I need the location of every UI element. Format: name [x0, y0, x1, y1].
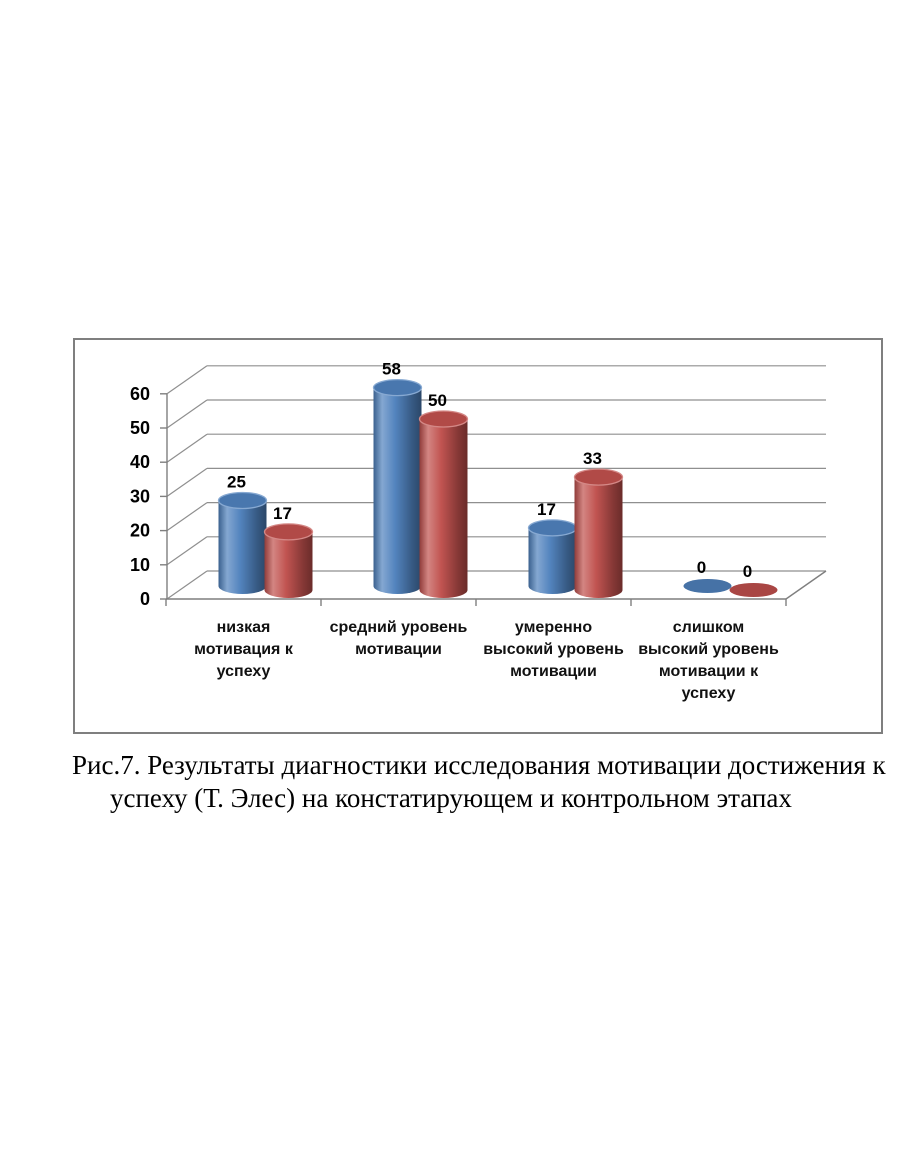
bar-top-series2-cat1: [263, 523, 314, 541]
gridline-diagonal: [166, 399, 208, 429]
data-label: 25: [227, 473, 246, 492]
y-axis-tick-label: 50: [130, 418, 150, 438]
data-label: 17: [273, 504, 292, 523]
data-label: 0: [743, 562, 752, 581]
bar-top-series2-cat2: [418, 410, 469, 428]
bar-top-series1-cat2: [372, 378, 423, 397]
figure-caption-line-2: успеху (Т. Элес) на констатирующем и кон…: [110, 783, 792, 813]
data-label: 33: [583, 449, 602, 468]
chart-figure-frame: 0 10 20 30 40 50 60 25 17 58 50 17 33 0 0 низкая мотив…: [73, 338, 883, 734]
gridline-diagonal: [166, 365, 208, 395]
category-label-2: средний уровень мотивации: [329, 619, 468, 658]
bar-series1-cat2: [373, 387, 422, 594]
figure-caption-line-1: Рис.7. Результаты диагностики исследован…: [72, 750, 886, 780]
y-axis-tick-label: 20: [130, 521, 150, 541]
bar-top-series1-cat3: [527, 519, 578, 537]
gridline-diagonal: [166, 502, 208, 532]
y-axis-tick-label: 10: [130, 555, 150, 575]
gridline-diagonal: [166, 536, 208, 566]
data-label: 50: [428, 391, 447, 410]
floor-right-edge: [785, 570, 827, 600]
figure-caption: Рис.7. Результаты диагностики исследован…: [0, 749, 910, 815]
bar-top-series2-cat3: [573, 468, 624, 486]
y-axis-tick-label: 60: [130, 384, 150, 404]
category-label-4: слишком высокий уровень мотивации к успе…: [638, 619, 779, 702]
category-label-3: умеренно высокий уровень мотивации: [483, 619, 624, 680]
chart-canvas: 0 10 20 30 40 50 60 25 17 58 50 17 33 0 0: [130, 360, 827, 609]
bar-series2-cat1: [264, 531, 313, 598]
y-axis-tick-label: 30: [130, 486, 150, 506]
bar-series2-cat2: [419, 419, 468, 598]
category-label-1: низкая мотивация к успеху: [194, 619, 293, 680]
bar-series1-cat3: [528, 527, 577, 594]
data-label: 58: [382, 360, 401, 379]
y-axis-tick-label: 40: [130, 452, 150, 472]
gridline-diagonal: [166, 570, 208, 600]
bar-series2-cat3: [574, 477, 623, 598]
bar-top-series1-cat1: [217, 491, 268, 510]
data-label: 0: [697, 558, 706, 577]
gridline-diagonal: [166, 433, 208, 463]
bar-zero-series1-cat4: [683, 579, 732, 593]
data-label: 17: [537, 500, 556, 519]
bar-zero-series2-cat4: [729, 583, 778, 597]
y-axis-tick-label: 0: [140, 589, 150, 609]
bar-series1-cat1: [218, 500, 267, 594]
gridline-diagonal: [166, 467, 208, 497]
